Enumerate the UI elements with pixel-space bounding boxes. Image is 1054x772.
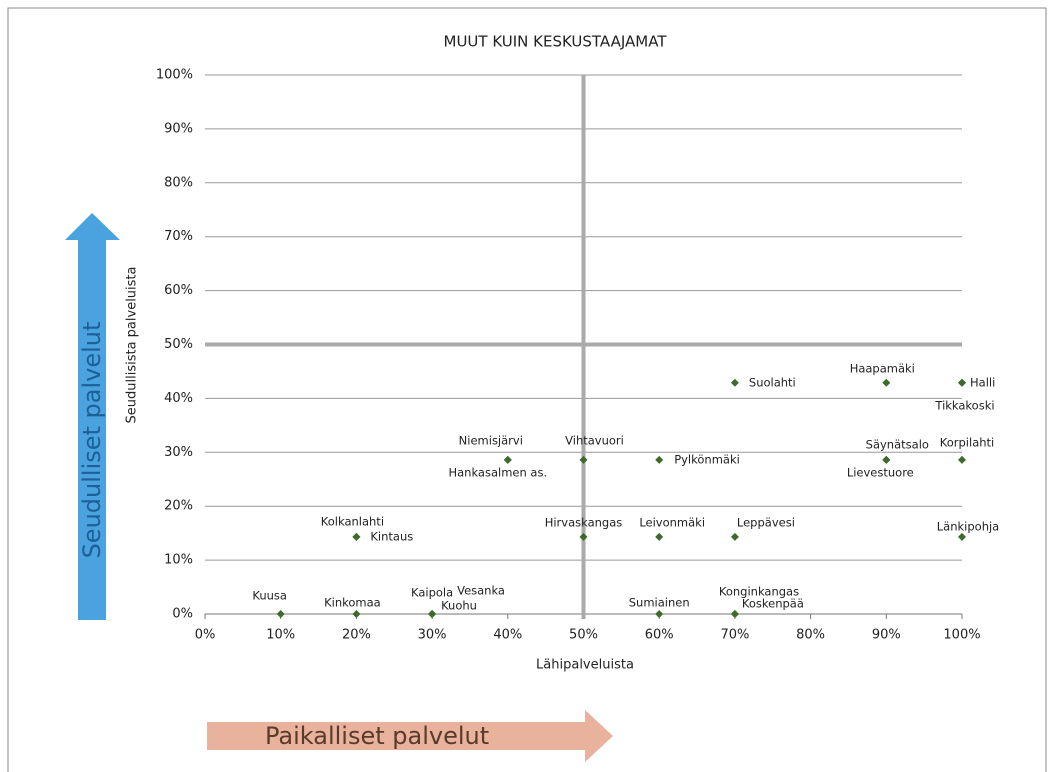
x-tick-label: 20%	[342, 628, 371, 643]
x-tick-label: 40%	[493, 628, 522, 643]
point	[882, 378, 891, 387]
point-label: Kinkomaa	[324, 596, 381, 610]
x-tick-label: 30%	[418, 628, 447, 643]
point	[655, 455, 664, 464]
point-label: Länkipohja	[937, 519, 999, 533]
point-label: Korpilahti	[940, 435, 994, 449]
point	[352, 532, 361, 541]
point-label: Halli	[970, 375, 995, 389]
x-tick-label: 50%	[569, 628, 598, 643]
x-tick-label: 70%	[720, 628, 749, 643]
point-label: Kaipola	[411, 586, 453, 600]
point-label: Konginkangas	[719, 585, 799, 599]
point	[730, 378, 739, 387]
arrow-label: Seudulliset palvelut	[78, 322, 106, 559]
point	[428, 610, 437, 618]
point-label: Haapamäki	[850, 361, 915, 375]
y-tick-label: 30%	[164, 445, 193, 460]
y-tick-label: 50%	[164, 337, 193, 352]
point-label: Leivonmäki	[639, 515, 705, 529]
x-tick-label: 80%	[796, 628, 825, 643]
x-tick-label: 60%	[645, 628, 674, 643]
point	[730, 532, 739, 541]
x-tick-label: 10%	[266, 628, 295, 643]
x-tick-label: 100%	[943, 628, 980, 643]
y-tick-label: 10%	[164, 553, 193, 568]
point	[958, 532, 966, 541]
y-tick-label: 80%	[164, 175, 193, 190]
point-label: Vesanka	[457, 584, 505, 598]
point-label: Kolkanlahti	[321, 514, 384, 528]
point-label: Kintaus	[370, 529, 413, 543]
point-label: Pylkönmäki	[674, 452, 740, 466]
point-label: Leppävesi	[737, 515, 795, 529]
point	[882, 455, 891, 464]
arrow-label: Paikalliset palvelut	[265, 722, 489, 750]
point-label: Niemisjärvi	[459, 433, 523, 447]
point-label: Sumiainen	[629, 596, 690, 610]
y-tick-label: 70%	[164, 229, 193, 244]
point-label: Tikkakoski	[934, 398, 994, 412]
x-tick-label: 90%	[872, 628, 901, 643]
y-tick-label: 100%	[156, 68, 193, 83]
frame	[7, 7, 1047, 772]
point	[503, 455, 512, 464]
y-tick-label: 60%	[164, 283, 193, 298]
point-label: Kuusa	[252, 589, 287, 603]
horizontal-arrow	[207, 710, 613, 762]
y-axis-title: Seudullisista palveluista	[125, 267, 140, 424]
point	[958, 455, 966, 464]
point	[655, 610, 664, 618]
chart-title: MUUT KUIN KESKUSTAAJAMAT	[444, 33, 668, 51]
y-tick-label: 90%	[164, 121, 193, 136]
x-tick-label: 0%	[195, 628, 216, 643]
point-label: Vihtavuori	[565, 433, 624, 447]
point-label: Säynätsalo	[866, 437, 929, 451]
point	[655, 532, 664, 541]
point-label: Koskenpää	[742, 597, 804, 611]
point	[276, 610, 285, 618]
point-label: Hirvaskangas	[545, 515, 623, 529]
y-tick-label: 20%	[164, 499, 193, 514]
point	[958, 378, 966, 387]
point	[730, 610, 739, 618]
y-tick-label: 0%	[172, 607, 193, 622]
point	[579, 532, 588, 541]
point	[579, 455, 588, 464]
point-label: Kuohu	[441, 599, 477, 613]
point-label: Hankasalmen as.	[448, 465, 547, 479]
point-label: Lievestuore	[847, 465, 914, 479]
x-axis-title: Lähipalveluista	[536, 658, 634, 673]
point-label: Suolahti	[749, 375, 796, 389]
vertical-arrow	[65, 213, 120, 620]
point	[352, 610, 361, 618]
y-tick-label: 40%	[164, 391, 193, 406]
